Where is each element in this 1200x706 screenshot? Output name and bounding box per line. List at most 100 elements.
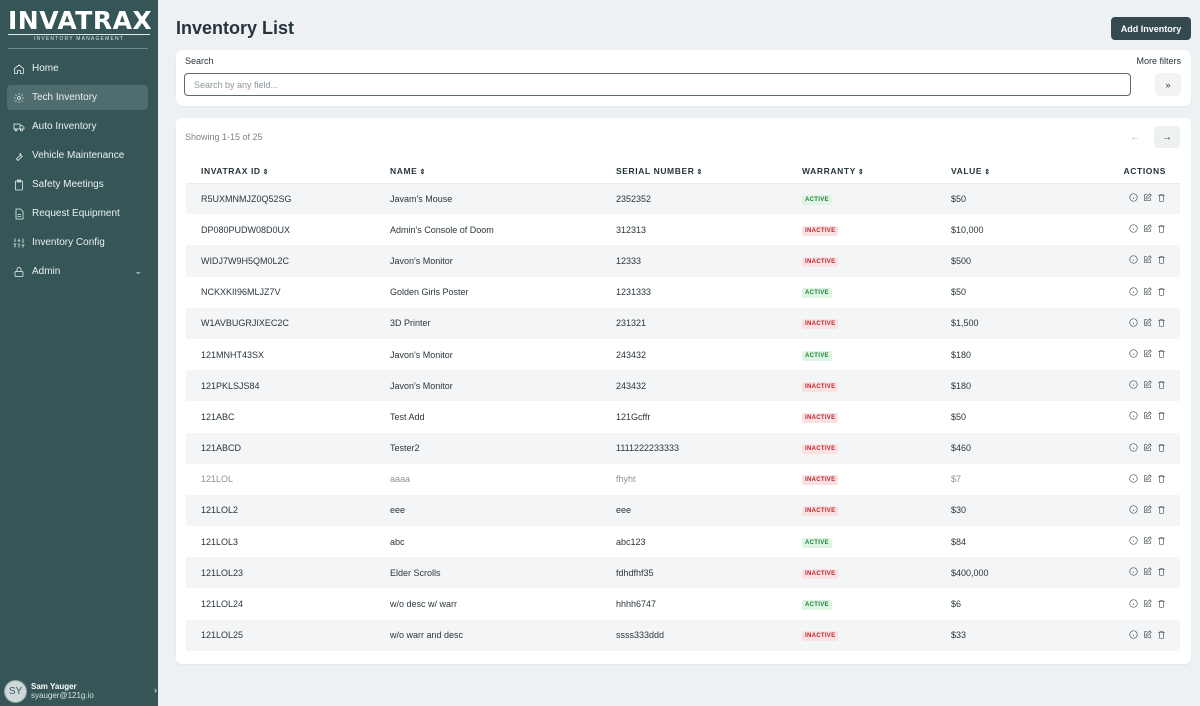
- chevron-down-icon[interactable]: ⌄: [134, 266, 142, 276]
- table-row[interactable]: 121LOL24 w/o desc w/ warr hhhh6747 ACTIVE $6: [186, 588, 1180, 619]
- table-row[interactable]: 121PKLSJS84 Javon's Monitor 243432 INACTIVE…: [186, 370, 1180, 402]
- sidebar-item-auto-inventory[interactable]: Auto Inventory: [7, 114, 148, 139]
- table-row[interactable]: 121LOL3 abc abc123 ACTIVE $84: [186, 526, 1180, 557]
- cell-value: $33: [951, 619, 1091, 651]
- table-row[interactable]: DP080PUDW08D0UX Admin's Console of Doom 31…: [186, 214, 1180, 245]
- cell-name: w/o warr and desc: [390, 619, 616, 651]
- info-icon[interactable]: [1129, 599, 1138, 608]
- table-row[interactable]: R5UXMNMJZ0Q52SG Javam's Mouse 2352352 ACTIV…: [186, 183, 1180, 215]
- sidebar-item-inventory-config[interactable]: Inventory Config: [7, 230, 148, 255]
- table-row[interactable]: 121LOL25 w/o warr and desc ssss333ddd INACT…: [186, 619, 1180, 651]
- trash-icon[interactable]: [1157, 505, 1166, 514]
- info-icon[interactable]: [1129, 380, 1138, 389]
- info-icon[interactable]: [1129, 349, 1138, 358]
- cell-name: w/o desc w/ warr: [390, 599, 458, 610]
- column-header-warranty[interactable]: WARRANTY ⇕: [802, 159, 951, 184]
- edit-icon[interactable]: [1143, 411, 1152, 420]
- edit-icon[interactable]: [1143, 193, 1152, 202]
- info-icon[interactable]: [1129, 287, 1138, 296]
- edit-icon[interactable]: [1143, 287, 1152, 296]
- edit-icon[interactable]: [1143, 505, 1152, 514]
- info-icon[interactable]: [1129, 224, 1138, 233]
- prev-page-button[interactable]: ←: [1122, 126, 1148, 148]
- sidebar-item-safety-meetings[interactable]: Safety Meetings: [7, 172, 148, 197]
- warranty-status-badge: INACTIVE: [802, 475, 839, 486]
- info-icon[interactable]: [1129, 193, 1138, 202]
- trash-icon[interactable]: [1157, 193, 1166, 202]
- trash-icon[interactable]: [1157, 255, 1166, 264]
- cell-serial-number: hhhh6747: [616, 599, 657, 610]
- pagination-summary: Showing 1-15 of 25: [185, 132, 263, 142]
- table-row[interactable]: W1AVBUGRJIXEC2C 3D Printer 231321 INACTIVE $…: [186, 307, 1180, 339]
- sidebar-item-vehicle-maintenance[interactable]: Vehicle Maintenance: [7, 143, 148, 168]
- trash-icon[interactable]: [1157, 536, 1166, 545]
- cell-value: $180: [951, 370, 1091, 402]
- add-inventory-button[interactable]: Add Inventory: [1111, 17, 1191, 40]
- cell-serial-number: 1111222233333: [616, 432, 802, 464]
- info-icon[interactable]: [1129, 630, 1138, 639]
- sidebar-item-home[interactable]: Home: [7, 56, 148, 81]
- info-icon[interactable]: [1129, 443, 1138, 452]
- trash-icon[interactable]: [1157, 599, 1166, 608]
- sidebar-item-request-equipment[interactable]: Request Equipment: [7, 201, 148, 226]
- column-header-serial[interactable]: SERIAL NUMBER ⇕: [616, 159, 802, 184]
- table-row[interactable]: NCKXKII96MLJZ7V Golden Girls Poster 123133…: [186, 277, 1180, 308]
- cell-invatrax-id: 121ABC: [201, 411, 235, 422]
- trash-icon[interactable]: [1157, 224, 1166, 233]
- cell-serial-number: 12333: [616, 245, 802, 277]
- table-row[interactable]: 121ABC Test Add 121Gcffr INACTIVE $50: [186, 401, 1180, 432]
- trash-icon[interactable]: [1157, 567, 1166, 576]
- brand-logo[interactable]: INVATRAX INVENTORY MANAGEMENT: [8, 8, 152, 42]
- table-row[interactable]: 121LOL2 eee eee INACTIVE $30: [186, 494, 1180, 527]
- column-header-value[interactable]: VALUE ⇕: [951, 159, 1091, 184]
- table-row[interactable]: 121ABCD Tester2 1111222233333 INACTIVE $460: [186, 432, 1180, 464]
- chevron-right-icon[interactable]: ›: [154, 685, 157, 695]
- edit-icon[interactable]: [1143, 442, 1152, 452]
- trash-icon[interactable]: [1157, 474, 1166, 483]
- trash-icon[interactable]: [1157, 287, 1166, 296]
- info-icon[interactable]: [1129, 318, 1138, 327]
- next-page-button[interactable]: →: [1154, 126, 1180, 148]
- sidebar-item-admin[interactable]: Admin ⌄: [7, 259, 148, 284]
- edit-icon[interactable]: [1143, 349, 1152, 358]
- trash-icon[interactable]: [1157, 380, 1166, 389]
- trash-icon[interactable]: [1157, 630, 1166, 639]
- edit-icon[interactable]: [1143, 255, 1152, 264]
- edit-icon[interactable]: [1143, 536, 1152, 545]
- info-icon[interactable]: [1129, 474, 1138, 483]
- edit-icon[interactable]: [1143, 598, 1152, 608]
- cell-name: Javon's Monitor: [390, 370, 616, 402]
- column-header-name[interactable]: NAME ⇕: [390, 159, 616, 184]
- edit-icon[interactable]: [1143, 380, 1152, 389]
- table-row[interactable]: 121MNHT43SX Javon's Monitor 243432 ACTIVE $1…: [186, 339, 1180, 370]
- cell-name: Test Add: [390, 411, 425, 422]
- trash-icon[interactable]: [1157, 318, 1166, 327]
- cell-serial-number: 312313: [616, 224, 647, 235]
- more-filters-label[interactable]: More filters: [1136, 56, 1181, 66]
- table-row[interactable]: 121LOL23 Elder Scrolls fdhdfhf35 INACTIVE $4…: [186, 557, 1180, 589]
- edit-icon[interactable]: [1143, 567, 1152, 576]
- cell-serial-number: fhyht: [616, 474, 636, 485]
- trash-icon[interactable]: [1157, 443, 1166, 452]
- info-icon[interactable]: [1129, 505, 1138, 514]
- cell-value: $180: [951, 349, 972, 360]
- info-icon[interactable]: [1129, 255, 1138, 264]
- trash-icon[interactable]: [1157, 411, 1166, 420]
- info-icon[interactable]: [1129, 567, 1138, 576]
- search-input[interactable]: [184, 73, 1131, 96]
- edit-icon[interactable]: [1143, 630, 1152, 639]
- sidebar-item-tech-inventory[interactable]: Tech Inventory: [7, 85, 148, 110]
- info-icon[interactable]: [1129, 536, 1138, 545]
- edit-icon[interactable]: [1143, 224, 1152, 233]
- edit-icon[interactable]: [1143, 474, 1152, 483]
- warranty-status-badge: INACTIVE: [802, 444, 839, 455]
- trash-icon[interactable]: [1157, 349, 1166, 358]
- column-header-id[interactable]: INVATRAX ID ⇕: [186, 159, 390, 184]
- chevrons-down-icon[interactable]: »: [1155, 73, 1181, 96]
- table-row[interactable]: WIDJ7W9H5QM0L2C Javon's Monitor 12333 INACT…: [186, 245, 1180, 277]
- table-row[interactable]: 121LOL aaaa fhyht INACTIVE $7: [186, 464, 1180, 495]
- cell-value: $400,000: [951, 557, 1091, 589]
- user-profile[interactable]: SY Sam Yauger syauger@121g.io ›: [4, 679, 158, 703]
- info-icon[interactable]: [1129, 411, 1138, 420]
- edit-icon[interactable]: [1143, 318, 1152, 327]
